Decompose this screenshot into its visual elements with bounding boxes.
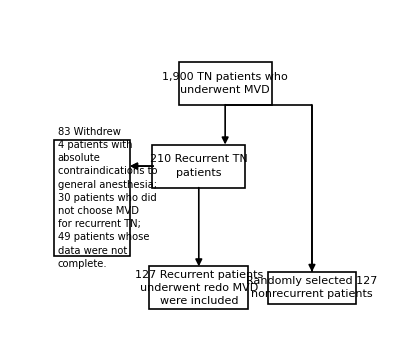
Bar — [152, 145, 245, 187]
Bar — [54, 140, 130, 256]
Bar — [149, 266, 248, 309]
Text: 127 Recurrent patients
underwent redo MVD
were included: 127 Recurrent patients underwent redo MV… — [135, 270, 263, 306]
Text: 210 Recurrent TN
patients: 210 Recurrent TN patients — [150, 154, 248, 178]
Text: Randomly selected 127
nonrecurrent patients: Randomly selected 127 nonrecurrent patie… — [246, 276, 378, 299]
Text: 83 Withdrew
4 patients with
absolute
contraindications to
general anesthesia;
30: 83 Withdrew 4 patients with absolute con… — [58, 127, 157, 269]
Bar — [179, 62, 272, 104]
Bar — [268, 272, 356, 304]
Text: 1,900 TN patients who
underwent MVD: 1,900 TN patients who underwent MVD — [162, 71, 288, 95]
